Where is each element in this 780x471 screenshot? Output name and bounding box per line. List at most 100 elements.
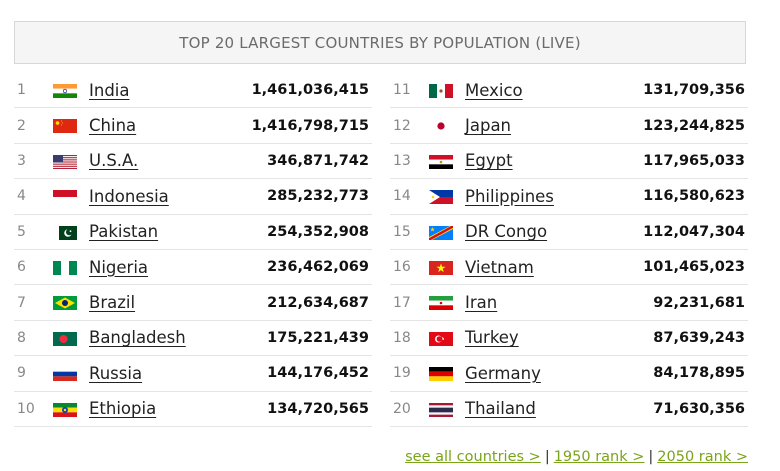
country-link[interactable]: India	[89, 80, 130, 100]
rank-number: 13	[393, 152, 411, 169]
rank-number: 2	[17, 117, 26, 134]
country-link[interactable]: U.S.A.	[89, 151, 139, 171]
rank-number: 11	[393, 82, 411, 99]
table-row: 5 Pakistan 254,352,908	[14, 215, 372, 250]
population-value: 1,416,798,715	[251, 117, 369, 134]
table-row: 1 India 1,461,036,415	[14, 73, 372, 109]
iran-flag-icon	[429, 296, 453, 311]
rank-number: 19	[393, 365, 411, 382]
population-value: 236,462,069	[267, 259, 369, 276]
country-link[interactable]: Brazil	[89, 293, 136, 313]
population-value: 144,176,452	[267, 365, 369, 382]
china-flag-icon	[53, 119, 77, 134]
brazil-flag-icon	[53, 296, 77, 311]
population-value: 346,871,742	[267, 152, 369, 169]
population-value: 84,178,895	[653, 365, 745, 382]
country-link[interactable]: Russia	[89, 363, 143, 383]
country-link[interactable]: China	[89, 116, 137, 136]
rank-number: 4	[17, 188, 26, 205]
table-row: 12 Japan 123,244,825	[390, 108, 748, 144]
population-value: 175,221,439	[267, 329, 369, 346]
indonesia-flag-icon	[53, 190, 77, 205]
left-column: 1 India 1,461,036,415 2 China 1,416,798,715 …	[14, 73, 372, 427]
rank-number: 16	[393, 259, 411, 276]
country-link[interactable]: Nigeria	[89, 257, 149, 277]
rank-2050-link[interactable]: 2050 rank >	[657, 449, 748, 465]
population-value: 285,232,773	[267, 188, 369, 205]
vietnam-flag-icon	[429, 260, 453, 275]
footer-links: see all countries > | 1950 rank > | 2050 ran…	[405, 449, 748, 465]
rank-number: 3	[17, 152, 26, 169]
table-row: 15 DR Congo 112,047,304	[390, 215, 748, 250]
table-row: 9 Russia 144,176,452	[14, 356, 372, 392]
table-row: 13 Egypt 117,965,033	[390, 144, 748, 180]
turkey-flag-icon	[429, 331, 453, 346]
table-row: 10 Ethiopia 134,720,565	[14, 392, 372, 427]
country-link[interactable]: Thailand	[465, 399, 536, 419]
rank-number: 14	[393, 188, 411, 205]
table-row: 8 Bangladesh 175,221,439	[14, 321, 372, 357]
population-value: 254,352,908	[267, 223, 369, 240]
country-link[interactable]: Japan	[465, 116, 512, 136]
rank-number: 17	[393, 294, 411, 311]
separator: |	[544, 449, 550, 465]
rank-number: 20	[393, 400, 411, 417]
ethiopia-flag-icon	[53, 402, 77, 417]
mexico-flag-icon	[429, 84, 453, 98]
japan-flag-icon	[429, 119, 453, 134]
country-link[interactable]: Mexico	[465, 80, 523, 100]
table-row: 18 Turkey 87,639,243	[390, 321, 748, 357]
country-link[interactable]: DR Congo	[465, 222, 548, 242]
table-row: 19 Germany 84,178,895	[390, 356, 748, 392]
usa-flag-icon	[53, 154, 77, 169]
table-row: 11 Mexico 131,709,356	[390, 73, 748, 109]
rank-number: 1	[17, 82, 26, 99]
rank-number: 15	[393, 223, 411, 240]
pakistan-flag-icon	[53, 225, 77, 240]
table-row: 2 China 1,416,798,715	[14, 108, 372, 144]
see-all-countries-link[interactable]: see all countries >	[405, 449, 541, 465]
table-row: 17 Iran 92,231,681	[390, 285, 748, 321]
egypt-flag-icon	[429, 154, 453, 169]
population-value: 212,634,687	[267, 294, 369, 311]
population-value: 101,465,023	[643, 259, 745, 276]
rank-number: 6	[17, 259, 26, 276]
country-link[interactable]: Ethiopia	[89, 399, 157, 419]
rank-number: 8	[17, 329, 26, 346]
table-row: 16 Vietnam 101,465,023	[390, 250, 748, 286]
table-row: 20 Thailand 71,630,356	[390, 392, 748, 427]
russia-flag-icon	[53, 367, 77, 382]
philippines-flag-icon	[429, 190, 453, 205]
bangladesh-flag-icon	[53, 331, 77, 346]
country-link[interactable]: Iran	[465, 293, 498, 313]
table-row: 4 Indonesia 285,232,773	[14, 179, 372, 215]
population-value: 117,965,033	[643, 152, 745, 169]
country-link[interactable]: Bangladesh	[89, 328, 186, 348]
population-value: 87,639,243	[653, 329, 745, 346]
germany-flag-icon	[429, 367, 453, 382]
country-link[interactable]: Germany	[465, 363, 541, 383]
nigeria-flag-icon	[53, 260, 77, 275]
country-link[interactable]: Philippines	[465, 186, 554, 206]
rank-number: 7	[17, 294, 26, 311]
rank-number: 18	[393, 329, 411, 346]
country-link[interactable]: Indonesia	[89, 186, 169, 206]
thailand-flag-icon	[429, 402, 453, 417]
rank-number: 10	[17, 400, 35, 417]
table-row: 7 Brazil 212,634,687	[14, 285, 372, 321]
country-link[interactable]: Vietnam	[465, 257, 534, 277]
country-link[interactable]: Turkey	[465, 328, 519, 348]
rank-number: 9	[17, 365, 26, 382]
country-link[interactable]: Pakistan	[89, 222, 159, 242]
table-row: 6 Nigeria 236,462,069	[14, 250, 372, 286]
rank-number: 5	[17, 223, 26, 240]
population-value: 92,231,681	[653, 294, 745, 311]
country-link[interactable]: Egypt	[465, 151, 513, 171]
table-row: 3 U.S.A. 346,871,742	[14, 144, 372, 180]
population-value: 116,580,623	[643, 188, 745, 205]
rank-1950-link[interactable]: 1950 rank >	[553, 449, 645, 465]
rank-number: 12	[393, 117, 411, 134]
separator: |	[648, 449, 654, 465]
population-value: 112,047,304	[643, 223, 745, 240]
india-flag-icon	[53, 84, 77, 98]
